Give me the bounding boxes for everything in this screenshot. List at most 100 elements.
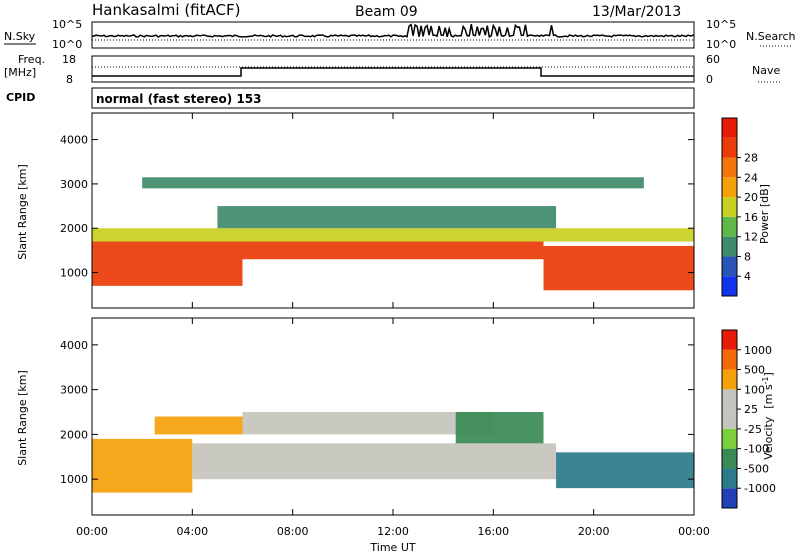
heatmap-band-2 [543, 245, 694, 291]
velocity-y-axis: 1000 2000 3000 4000 [60, 339, 694, 486]
colorbar-tick-label: 16 [744, 211, 758, 224]
y-tick-label: 1000 [60, 473, 88, 486]
colorbar-segment [722, 389, 737, 410]
colorbar-segment [722, 488, 737, 508]
colorbar-segment [722, 137, 737, 158]
station-title: Hankasalmi (fitACF) [92, 1, 240, 19]
colorbar-segment [722, 216, 737, 237]
colorbar-tick-label: 12 [744, 231, 758, 244]
y-tick-label: 2000 [60, 222, 88, 235]
freq-top-tick: 18 [62, 53, 76, 66]
date-title: 13/Mar/2013 [592, 4, 681, 20]
velocity-panel: 1000 2000 3000 4000 Slant Range [km] [16, 317, 695, 516]
freq-panel: Freq. [MHz] 18 8 60 0 Nave [4, 53, 780, 86]
colorbar-segment [722, 330, 737, 350]
freq-frame [91, 55, 695, 83]
power-heatmap [92, 177, 694, 291]
y-tick-label: 2000 [60, 428, 88, 441]
colorbar-tick-label: 100 [744, 383, 765, 396]
time-x-axis: 00:00 04:00 08:00 12:00 16:00 20:00 00:00 [76, 113, 710, 538]
colorbar-tick-label: -100 [744, 443, 769, 456]
x-tick-label: 00:00 [76, 525, 108, 538]
x-tick-label: 08:00 [277, 525, 309, 538]
heatmap-band-3 [92, 228, 694, 242]
colorbar-segment [722, 197, 737, 217]
colorbar-segment [722, 118, 737, 138]
colorbar-segment [722, 448, 737, 469]
heatmap-band-5 [142, 177, 644, 189]
cpid-text: normal (fast stereo) 153 [96, 92, 262, 106]
noise-top-tick-right: 10^5 [706, 18, 736, 31]
y-tick-label: 3000 [60, 178, 88, 191]
velocity-colorbar-title: Velocity [762, 416, 775, 460]
x-tick-label: 12:00 [377, 525, 409, 538]
colorbar-segment [722, 349, 737, 370]
heatmap-band-4 [217, 206, 557, 229]
colorbar-segment [722, 428, 737, 449]
colorbar-tick-label: 8 [744, 250, 751, 263]
velocity-unit-close: ] [762, 372, 775, 376]
y-tick-label: 4000 [60, 134, 88, 147]
colorbar-tick-label: 20 [744, 191, 758, 204]
nave-bottom-tick: 0 [706, 73, 713, 86]
velocity-y-label: Slant Range [km] [16, 370, 29, 466]
power-panel: 1000 2000 3000 4000 Slant Range [km] [16, 112, 695, 309]
noise-bottom-tick-left: 10^0 [52, 38, 82, 51]
x-tick-label: 04:00 [176, 525, 208, 538]
x-tick-label: 00:00 [678, 525, 710, 538]
heatmap-band-2 [242, 412, 494, 435]
y-tick-label: 4000 [60, 339, 88, 352]
heatmap-band-0 [92, 438, 193, 493]
colorbar-segment [722, 468, 737, 489]
cpid-label: CPID [6, 91, 35, 104]
noise-panel: 10^5 10^0 10^5 10^0 N.Sky N.Search [4, 18, 796, 51]
colorbar-tick-label: 1000 [744, 344, 772, 357]
cpid-frame [91, 87, 695, 109]
velocity-colorbar-label: Velocity [m s-1] [761, 372, 775, 460]
noise-bottom-tick-right: 10^0 [706, 38, 736, 51]
freq-bottom-tick: 8 [66, 73, 73, 86]
nave-line [92, 67, 694, 77]
colorbar-segment [722, 409, 737, 429]
velocity-colorbar: 1000 500 100 25 -25 -100 -500 -1000 [721, 329, 776, 509]
colorbar-segment [722, 236, 737, 257]
power-colorbar-label: Power [dB] [758, 184, 771, 244]
noise-sky-line [91, 23, 695, 39]
heatmap-band-5 [556, 452, 694, 489]
heatmap-band-1 [242, 241, 544, 260]
colorbar-frame [721, 329, 738, 509]
colorbar-tick-label: 4 [744, 270, 751, 283]
x-tick-label: 20:00 [578, 525, 610, 538]
heatmap-band-4 [455, 412, 544, 444]
colorbar-tick-label: -1000 [744, 482, 776, 495]
colorbar-tick-label: 28 [744, 152, 758, 165]
power-colorbar: 4 8 12 16 20 24 28 [721, 117, 758, 297]
colorbar-segment [722, 369, 737, 390]
velocity-unit-base: [m s [762, 384, 775, 409]
colorbar-segment [722, 177, 737, 198]
colorbar-segment [722, 256, 737, 277]
colorbar-tick-label: 500 [744, 364, 765, 377]
y-tick-label: 3000 [60, 384, 88, 397]
colorbar-tick-label: -500 [744, 462, 769, 475]
heatmap-band-0 [92, 241, 243, 286]
colorbar-tick-label: -25 [744, 423, 762, 436]
freq-label: Freq. [18, 53, 45, 66]
x-axis-label: Time UT [369, 541, 415, 554]
y-tick-label: 1000 [60, 267, 88, 280]
heatmap-band-1 [192, 443, 557, 480]
velocity-heatmap [92, 412, 694, 493]
colorbar-segment [722, 157, 737, 178]
colorbar-segment [722, 276, 737, 296]
nsearch-label: N.Search [746, 30, 796, 43]
colorbar-tick-label: 24 [744, 171, 758, 184]
x-tick-label: 16:00 [477, 525, 509, 538]
beam-title: Beam 09 [355, 4, 418, 20]
power-y-axis: 1000 2000 3000 4000 [60, 134, 694, 280]
nave-label: Nave [752, 64, 780, 77]
nave-top-tick: 60 [706, 53, 720, 66]
freq-unit-label: [MHz] [4, 66, 36, 79]
power-y-label: Slant Range [km] [16, 164, 29, 260]
nsky-label: N.Sky [4, 30, 36, 43]
